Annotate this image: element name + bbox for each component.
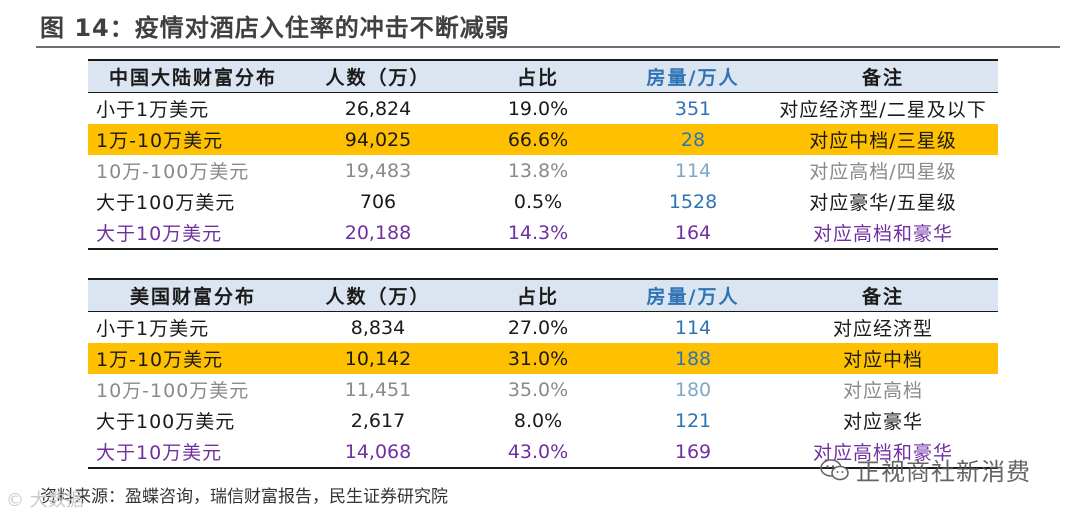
cell-people: 26,824 bbox=[344, 97, 412, 120]
cell-tier: 10万-100万美元 bbox=[96, 161, 250, 183]
china-wealth-table: 中国大陆财富分布 人数（万） 占比 房量/万人 备注 小于1万美元 26,824… bbox=[88, 59, 998, 250]
cell-note: 对应高档/四星级 bbox=[809, 161, 957, 183]
cell-tier: 大于100万美元 bbox=[96, 192, 236, 214]
cell-note: 对应经济型/二星及以下 bbox=[779, 99, 987, 121]
cell-share: 31.0% bbox=[458, 343, 618, 374]
cell-note: 对应豪华/五星级 bbox=[809, 192, 957, 214]
cell-people: 10,142 bbox=[298, 343, 458, 374]
cell-share: 19.0% bbox=[507, 97, 569, 120]
cell-people: 8,834 bbox=[350, 316, 406, 339]
cell-note: 对应高档和豪华 bbox=[768, 217, 998, 250]
cell-rooms: 180 bbox=[674, 378, 712, 401]
cell-share: 43.0% bbox=[458, 436, 618, 469]
cell-tier: 大于100万美元 bbox=[96, 411, 236, 433]
cell-people: 2,617 bbox=[350, 409, 406, 432]
cell-share: 35.0% bbox=[507, 378, 569, 401]
header-rooms: 房量/万人 bbox=[618, 278, 768, 312]
title-divider bbox=[36, 46, 1060, 48]
table-row: 小于1万美元 26,824 19.0% 351 对应经济型/二星及以下 bbox=[88, 93, 998, 125]
table-row: 1万-10万美元 94,025 66.6% 28 对应中档/三星级 bbox=[88, 124, 998, 155]
header-tier: 美国财富分布 bbox=[88, 278, 298, 312]
cell-tier: 1万-10万美元 bbox=[88, 343, 298, 374]
table-row: 大于100万美元 706 0.5% 1528 对应豪华/五星级 bbox=[88, 186, 998, 217]
cell-rooms: 188 bbox=[618, 343, 768, 374]
cell-note: 对应高档 bbox=[842, 380, 923, 402]
header-note: 备注 bbox=[768, 278, 998, 312]
header-tier: 中国大陆财富分布 bbox=[88, 59, 298, 93]
header-share: 占比 bbox=[458, 59, 618, 93]
us-wealth-table: 美国财富分布 人数（万） 占比 房量/万人 备注 小于1万美元 8,834 27… bbox=[88, 278, 998, 469]
cell-people: 11,451 bbox=[344, 378, 412, 401]
cell-tier: 大于10万美元 bbox=[88, 436, 298, 469]
cell-note: 对应经济型 bbox=[832, 318, 933, 340]
cell-rooms: 114 bbox=[674, 316, 712, 339]
cell-note: 对应中档 bbox=[768, 343, 998, 374]
cell-tier: 1万-10万美元 bbox=[88, 124, 298, 155]
cell-rooms: 351 bbox=[674, 97, 712, 120]
figure-title: 图 14：疫情对酒店入住率的冲击不断减弱 bbox=[40, 14, 510, 42]
cell-tier: 小于1万美元 bbox=[96, 318, 210, 340]
cell-tier: 大于10万美元 bbox=[88, 217, 298, 250]
cell-people: 706 bbox=[359, 190, 397, 213]
header-people: 人数（万） bbox=[298, 59, 458, 93]
header-note: 备注 bbox=[768, 59, 998, 93]
cell-people: 94,025 bbox=[298, 124, 458, 155]
cell-rooms: 28 bbox=[618, 124, 768, 155]
cell-note: 对应高档和豪华 bbox=[768, 436, 998, 469]
wechat-icon bbox=[820, 459, 849, 481]
cell-people: 14,068 bbox=[298, 436, 458, 469]
cell-share: 14.3% bbox=[458, 217, 618, 250]
header-rooms: 房量/万人 bbox=[618, 59, 768, 93]
table-row: 10万-100万美元 19,483 13.8% 114 对应高档/四星级 bbox=[88, 155, 998, 186]
cell-note: 对应豪华 bbox=[842, 411, 923, 433]
watermark-left: © 大数据 bbox=[6, 490, 84, 511]
source-note: 资料来源：盈蝶咨询，瑞信财富报告，民生证券研究院 bbox=[40, 487, 448, 507]
table-row: 1万-10万美元 10,142 31.0% 188 对应中档 bbox=[88, 343, 998, 374]
table-header-row: 中国大陆财富分布 人数（万） 占比 房量/万人 备注 bbox=[88, 59, 998, 93]
cell-share: 0.5% bbox=[513, 190, 563, 213]
header-people: 人数（万） bbox=[298, 278, 458, 312]
cell-share: 66.6% bbox=[458, 124, 618, 155]
cell-rooms: 114 bbox=[674, 159, 712, 182]
cell-rooms: 1528 bbox=[668, 190, 718, 213]
cell-share: 27.0% bbox=[507, 316, 569, 339]
cell-tier: 10万-100万美元 bbox=[96, 380, 250, 402]
table-row: 10万-100万美元 11,451 35.0% 180 对应高档 bbox=[88, 374, 998, 405]
table-header-row: 美国财富分布 人数（万） 占比 房量/万人 备注 bbox=[88, 278, 998, 312]
cell-people: 20,188 bbox=[298, 217, 458, 250]
table-row: 大于10万美元 14,068 43.0% 169 对应高档和豪华 bbox=[88, 436, 998, 469]
table-row: 大于100万美元 2,617 8.0% 121 对应豪华 bbox=[88, 405, 998, 436]
watermark-account: 正视商社新消费 bbox=[856, 458, 1031, 486]
cell-tier: 小于1万美元 bbox=[96, 99, 210, 121]
header-share: 占比 bbox=[458, 278, 618, 312]
cell-rooms: 164 bbox=[618, 217, 768, 250]
cell-share: 8.0% bbox=[513, 409, 563, 432]
cell-rooms: 121 bbox=[674, 409, 712, 432]
cell-share: 13.8% bbox=[507, 159, 569, 182]
cell-note: 对应中档/三星级 bbox=[768, 124, 998, 155]
table-row: 小于1万美元 8,834 27.0% 114 对应经济型 bbox=[88, 312, 998, 344]
cell-people: 19,483 bbox=[344, 159, 412, 182]
table-row: 大于10万美元 20,188 14.3% 164 对应高档和豪华 bbox=[88, 217, 998, 250]
cell-rooms: 169 bbox=[618, 436, 768, 469]
